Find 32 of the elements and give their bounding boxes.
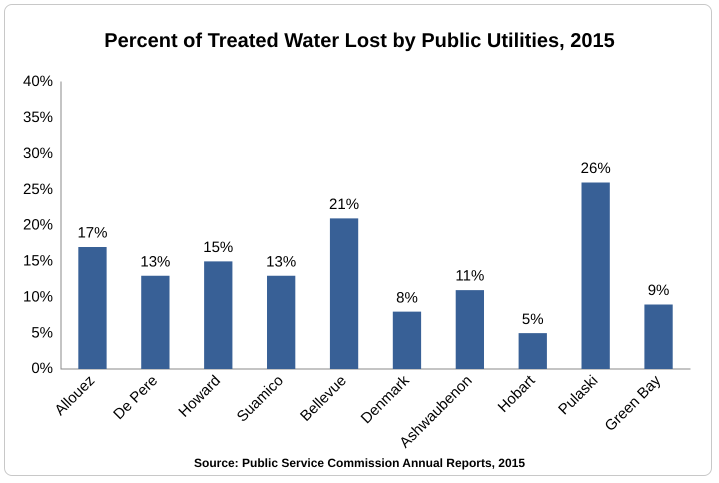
bar (78, 247, 107, 370)
data-label: 5% (522, 310, 544, 328)
bar (456, 290, 484, 370)
y-tick-label: 40% (22, 73, 54, 90)
y-tick-label: 30% (22, 144, 54, 162)
data-label: 15% (203, 239, 234, 256)
data-label: 8% (396, 289, 418, 306)
bar (644, 304, 673, 370)
y-tick-label: 20% (22, 216, 54, 234)
bar (392, 312, 422, 370)
source-note: Source: Public Service Commission Annual Reports, 2015 (193, 456, 526, 470)
y-tick-label: 25% (22, 180, 54, 198)
data-label: 11% (455, 268, 484, 285)
bar (267, 276, 296, 370)
y-tick-label: 35% (22, 109, 54, 126)
chart-title: Percent of Treated Water Lost by Public Utilities, 2015 (103, 30, 616, 53)
y-tick-label: 0% (31, 360, 54, 378)
y-tick-label: 5% (31, 324, 54, 342)
data-label: 21% (329, 196, 360, 213)
data-label: 13% (266, 253, 296, 270)
bar (582, 182, 610, 370)
data-label: 17% (77, 224, 108, 242)
bar (141, 276, 170, 370)
bar (330, 218, 358, 370)
data-label: 26% (580, 160, 611, 178)
x-tick-label: De Pere (110, 372, 162, 424)
bar (204, 261, 232, 370)
y-tick-label: 10% (22, 288, 54, 306)
data-label: 13% (140, 253, 170, 270)
data-label: 9% (648, 282, 670, 300)
bar (518, 333, 547, 370)
y-tick-label: 15% (22, 252, 54, 270)
